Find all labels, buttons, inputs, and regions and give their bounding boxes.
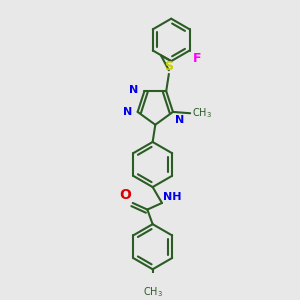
Text: N: N	[175, 115, 184, 124]
Text: F: F	[193, 52, 202, 65]
Text: S: S	[164, 60, 173, 73]
Text: N: N	[123, 107, 132, 118]
Text: NH: NH	[163, 192, 182, 203]
Text: O: O	[119, 188, 130, 202]
Text: CH$_3$: CH$_3$	[142, 285, 163, 299]
Text: CH$_3$: CH$_3$	[191, 106, 212, 120]
Text: N: N	[129, 85, 139, 95]
